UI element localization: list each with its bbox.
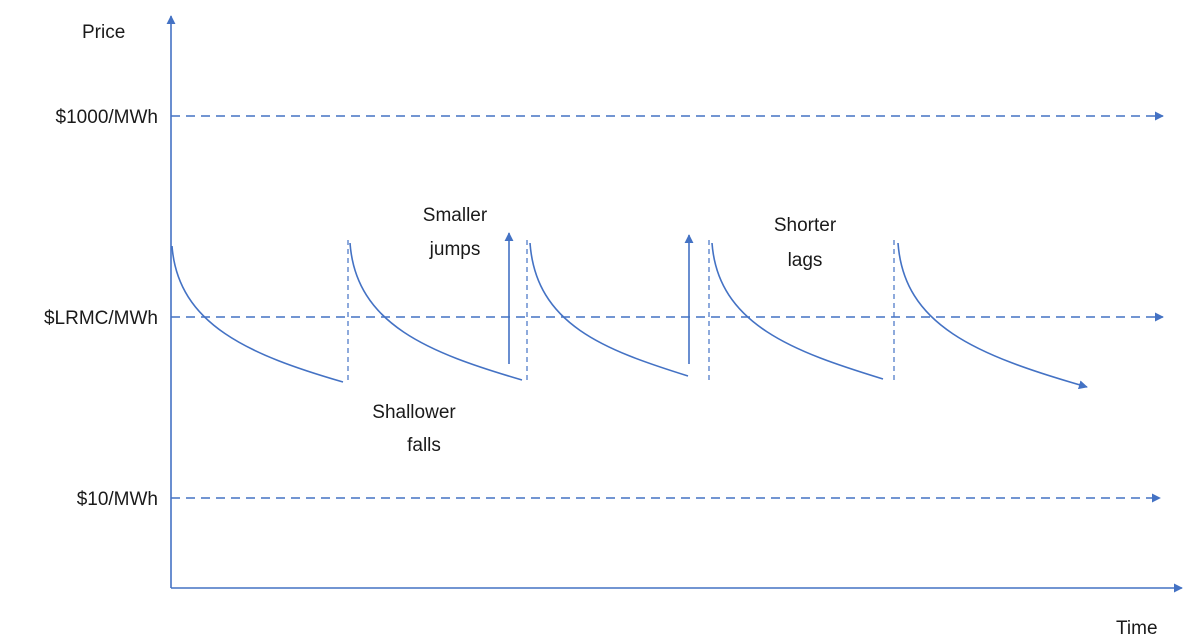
level-10-label: $10/MWh (77, 489, 158, 510)
smaller-jumps-line2: jumps (429, 239, 481, 260)
shallower-falls-line1: Shallower (372, 402, 456, 423)
shallower-falls-line2: falls (407, 435, 441, 456)
price-curve-4 (711, 242, 884, 380)
y-axis-label: Price (82, 22, 125, 43)
price-curve-2 (349, 242, 523, 381)
level-1000-label: $1000/MWh (56, 107, 158, 128)
smaller-jumps-line1: Smaller (423, 205, 488, 226)
level-lrmc-label: $LRMC/MWh (44, 308, 158, 329)
x-axis-label: Time (1116, 618, 1158, 639)
shorter-lags-line2: lags (788, 250, 823, 271)
price-curve-5 (897, 242, 1088, 390)
price-curve-1 (171, 245, 344, 383)
price-curve-3 (529, 242, 689, 377)
shorter-lags-line1: Shorter (774, 215, 837, 236)
